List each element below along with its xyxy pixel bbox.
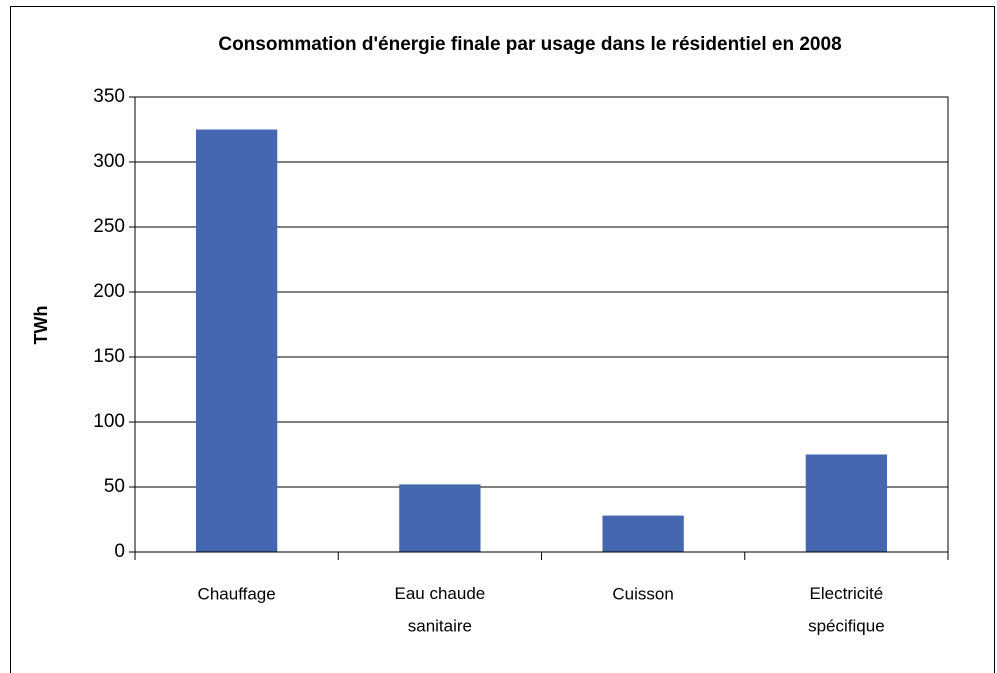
y-tick-label: 100 bbox=[93, 411, 125, 432]
x-tick-label: Electricité spécifique bbox=[808, 584, 885, 635]
frame bbox=[10, 6, 995, 673]
y-tick-label: 300 bbox=[93, 151, 125, 172]
x-tick-label: Eau chaude sanitaire bbox=[395, 584, 486, 635]
bar bbox=[602, 515, 684, 552]
y-tick-label: 0 bbox=[114, 541, 125, 562]
x-tick-label: Chauffage bbox=[198, 584, 276, 603]
y-tick-label: 200 bbox=[93, 281, 125, 302]
bar bbox=[399, 484, 481, 552]
y-tick-label: 50 bbox=[104, 476, 125, 497]
y-tick-label: 250 bbox=[93, 216, 125, 237]
x-tick-label: Cuisson bbox=[612, 584, 673, 603]
y-tick-label: 350 bbox=[93, 86, 125, 107]
y-axis-label: TWh bbox=[31, 306, 51, 345]
chart-title: Consommation d'énergie finale par usage … bbox=[218, 34, 841, 55]
bar bbox=[195, 129, 278, 552]
bar bbox=[805, 454, 888, 552]
y-tick-label: 150 bbox=[93, 346, 125, 367]
